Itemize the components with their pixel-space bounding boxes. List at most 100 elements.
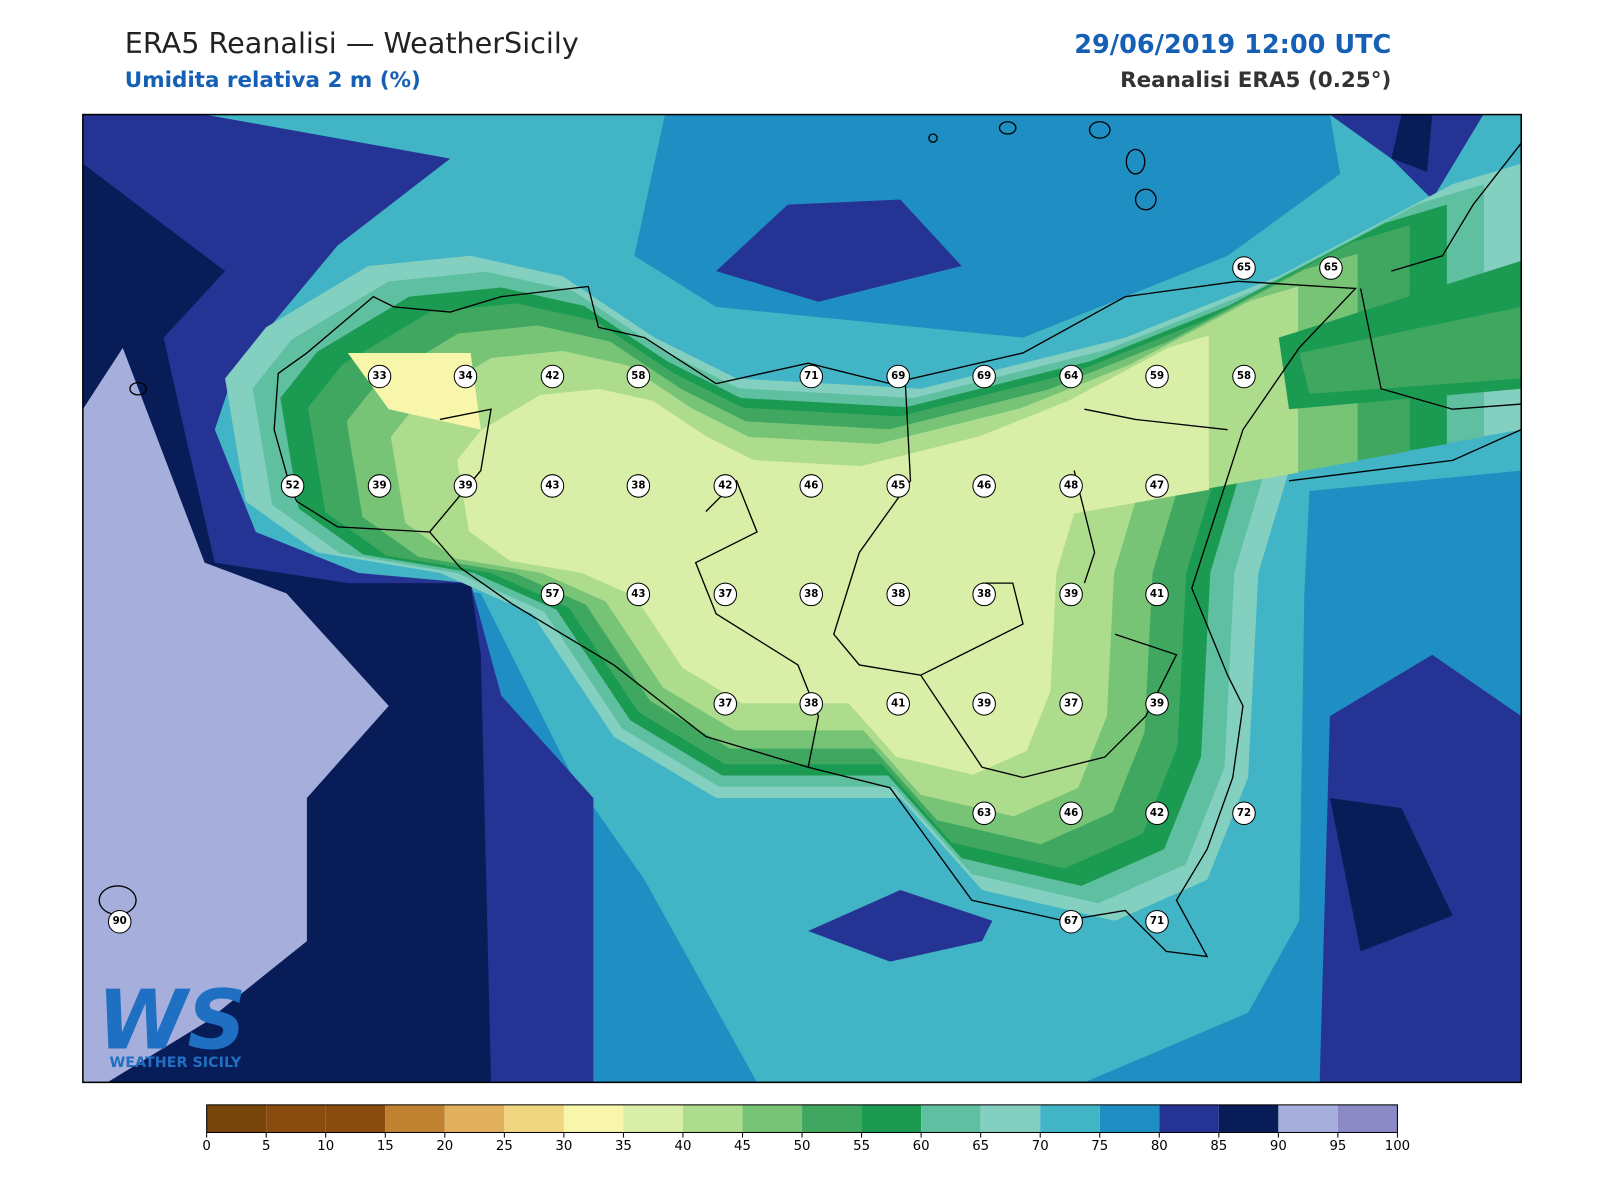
colorbar-segment xyxy=(206,1104,267,1133)
station-marker xyxy=(886,474,910,498)
colorbar-tick-label: 100 xyxy=(1385,1139,1410,1154)
station-marker xyxy=(972,582,996,607)
datetime: 29/06/2019 12:00 UTC xyxy=(1074,30,1391,60)
humidity-area xyxy=(716,199,962,302)
colorbar-segment xyxy=(563,1104,624,1133)
station-marker xyxy=(972,801,996,826)
station-marker xyxy=(626,364,651,389)
colorbar-segment xyxy=(1040,1104,1100,1133)
station-value: 63 xyxy=(977,808,991,819)
station-value: 34 xyxy=(458,371,472,382)
colorbar-segment xyxy=(980,1104,1041,1133)
station-marker xyxy=(1145,909,1169,934)
station-value: 38 xyxy=(977,589,991,600)
station-marker xyxy=(1232,256,1256,280)
station-value: 42 xyxy=(718,480,732,491)
station-value: 72 xyxy=(1237,808,1251,819)
station-value: 42 xyxy=(1150,808,1164,819)
stations: 65 65 33 34 42 58 71 69 69 64 59 58 52 39 39 43 38 42 46 45… xyxy=(107,256,1343,934)
station-marker xyxy=(972,692,996,716)
colorbar-segment xyxy=(1278,1104,1338,1133)
station-value: 39 xyxy=(458,480,472,491)
station-marker xyxy=(280,474,305,498)
station-value: 71 xyxy=(804,371,818,382)
station-value: 41 xyxy=(1150,589,1164,600)
station-value: 46 xyxy=(977,480,991,491)
station-value: 37 xyxy=(1064,698,1078,709)
station-marker xyxy=(1145,474,1169,498)
station-marker xyxy=(1145,364,1169,389)
station-value: 39 xyxy=(372,480,386,491)
station-value: 37 xyxy=(718,698,732,709)
colorbar-segment xyxy=(623,1104,683,1133)
station-marker xyxy=(540,582,565,607)
colorbar-tick-label: 80 xyxy=(1151,1139,1168,1154)
colorbar-tick-label: 40 xyxy=(675,1139,692,1154)
station-value: 42 xyxy=(545,371,559,382)
colorbar-tick-label: 75 xyxy=(1091,1139,1108,1154)
colorbar: 0 5 10 15 20 25 30 35 40 45 50 55 60 65 70 75 80 85 90 95 10… xyxy=(202,1104,1410,1154)
station-value: 39 xyxy=(1150,698,1164,709)
station-marker xyxy=(1145,801,1169,826)
station-value: 69 xyxy=(891,371,905,382)
station-marker xyxy=(886,582,910,607)
station-value: 48 xyxy=(1064,480,1078,491)
station-marker xyxy=(1319,256,1343,280)
logo: WS WEATHER SICILY xyxy=(97,974,246,1071)
station-value: 65 xyxy=(1237,263,1251,274)
station-marker xyxy=(1059,692,1083,716)
station-value: 57 xyxy=(545,589,559,600)
humidity-area xyxy=(808,890,993,962)
station-value: 58 xyxy=(631,371,645,382)
colorbar-tick-label: 15 xyxy=(377,1139,394,1154)
station-value: 38 xyxy=(804,589,818,600)
station-value: 46 xyxy=(804,480,818,491)
station-value: 58 xyxy=(1237,371,1251,382)
colorbar-segment xyxy=(1099,1104,1160,1133)
station-value: 69 xyxy=(977,371,991,382)
station-value: 90 xyxy=(113,916,127,927)
colorbar-segment xyxy=(1159,1104,1219,1133)
station-value: 38 xyxy=(631,480,645,491)
station-marker xyxy=(1059,801,1083,826)
station-marker xyxy=(799,692,824,716)
station-value: 39 xyxy=(977,698,991,709)
colorbar-segment xyxy=(385,1104,445,1133)
station-value: 37 xyxy=(718,589,732,600)
colorbar-segment xyxy=(742,1104,803,1133)
station-value: 67 xyxy=(1064,916,1078,927)
colorbar-segment xyxy=(682,1104,743,1133)
station-value: 71 xyxy=(1150,916,1164,927)
station-value: 46 xyxy=(1064,808,1078,819)
colorbar-tick-label: 90 xyxy=(1270,1139,1287,1154)
colorbar-tick-label: 20 xyxy=(436,1139,453,1154)
humidity-area xyxy=(82,347,389,1083)
humidity-area xyxy=(457,335,1209,775)
colorbar-tick-label: 55 xyxy=(853,1139,870,1154)
station-marker xyxy=(1059,364,1083,389)
station-marker xyxy=(540,474,565,498)
logo-mark: WS xyxy=(97,974,246,1069)
colorbar-segment xyxy=(444,1104,505,1133)
station-marker xyxy=(972,364,996,389)
station-marker xyxy=(1059,582,1083,607)
colorbar-segment xyxy=(1337,1104,1398,1133)
station-value: 39 xyxy=(1064,589,1078,600)
station-value: 43 xyxy=(631,589,645,600)
station-marker xyxy=(1145,582,1169,607)
source: Reanalisi ERA5 (0.25°) xyxy=(1120,68,1391,93)
station-marker xyxy=(713,692,738,716)
station-marker xyxy=(799,474,824,498)
station-marker xyxy=(1232,364,1256,389)
station-marker xyxy=(713,582,738,607)
colorbar-tick-label: 60 xyxy=(913,1139,930,1154)
station-marker xyxy=(107,909,132,934)
station-value: 45 xyxy=(891,480,905,491)
station-value: 43 xyxy=(545,480,559,491)
station-marker xyxy=(799,582,824,607)
station-value: 52 xyxy=(285,480,299,491)
map xyxy=(82,114,1522,1083)
humidity-area xyxy=(1329,797,1453,952)
colorbar-tick-label: 5 xyxy=(262,1139,270,1154)
